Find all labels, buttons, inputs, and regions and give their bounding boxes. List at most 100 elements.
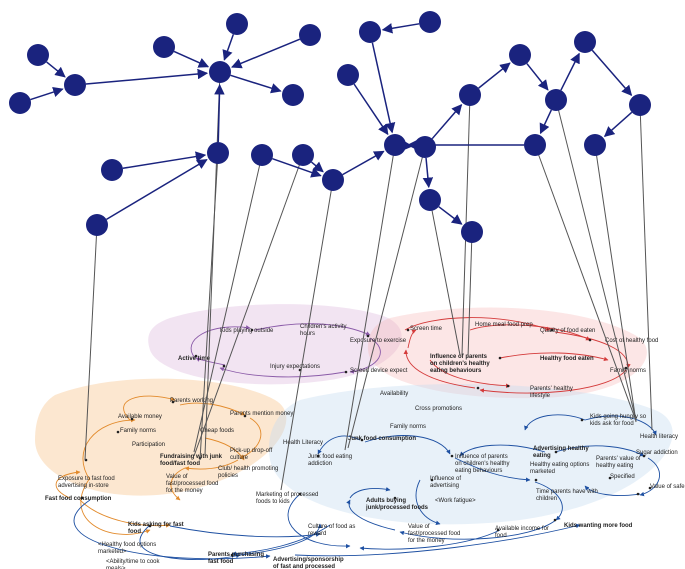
top-edge xyxy=(123,155,205,168)
top-node xyxy=(524,134,546,156)
concept-label: Home meal food prep xyxy=(475,322,533,328)
concept-label: Influence ofadvertising xyxy=(430,476,461,489)
top-edge xyxy=(383,24,419,30)
concept-label: Exposure to exercise xyxy=(350,338,407,344)
concept-label: Specified xyxy=(610,474,635,480)
concept-label: Sugar addiction xyxy=(636,450,678,456)
concept-label: Exposure to fast foodadvertising in-stor… xyxy=(58,476,115,489)
top-edge xyxy=(592,50,631,95)
concept-label: <Healthy food optionsmarketed> xyxy=(98,542,156,555)
concept-label: Quality of food eaten xyxy=(540,328,595,334)
concept-label: Club/ health promotingpolicies xyxy=(218,466,278,479)
concept-label: <Work fatigue> xyxy=(435,498,476,504)
top-edge xyxy=(224,34,233,59)
concept-label: Cost of healthy food xyxy=(605,338,658,344)
concept-label: Injury expectations xyxy=(270,364,320,370)
concept-dot xyxy=(535,479,538,482)
concept-dot xyxy=(407,329,410,332)
concept-dot xyxy=(367,335,370,338)
top-edge xyxy=(343,151,384,174)
top-node xyxy=(27,44,49,66)
base-arrow xyxy=(170,526,320,537)
top-node xyxy=(226,13,248,35)
top-edge xyxy=(230,75,280,91)
top-node xyxy=(545,89,567,111)
top-edge xyxy=(439,207,462,224)
top-node xyxy=(461,221,483,243)
concept-dot xyxy=(451,455,454,458)
concept-label: Health literacy xyxy=(640,434,678,440)
top-node xyxy=(414,136,436,158)
concept-label: Kids wanting more food xyxy=(564,523,633,529)
concept-label: Family norms xyxy=(120,428,156,434)
top-node xyxy=(101,159,123,181)
top-node xyxy=(153,36,175,58)
top-node xyxy=(359,21,381,43)
concept-label: Value of safe food xyxy=(650,484,685,490)
top-edge xyxy=(47,62,65,77)
top-node xyxy=(209,61,231,83)
concept-dot xyxy=(589,339,592,342)
top-edge xyxy=(232,39,300,67)
top-node xyxy=(459,84,481,106)
top-node xyxy=(86,214,108,236)
concept-label: Kids asking for fastfood xyxy=(128,522,184,535)
top-edge xyxy=(561,54,579,91)
concept-label: Parents mention money xyxy=(230,411,293,417)
top-edge xyxy=(432,105,461,139)
concept-dot xyxy=(345,371,348,374)
top-node xyxy=(9,92,31,114)
concept-dot xyxy=(223,365,226,368)
top-edge xyxy=(426,158,429,187)
top-node xyxy=(292,144,314,166)
top-edge xyxy=(540,110,551,133)
top-edge xyxy=(479,63,510,88)
top-node xyxy=(419,11,441,33)
concept-label: Screen time xyxy=(410,326,443,332)
top-edge xyxy=(605,112,632,136)
concept-dot xyxy=(554,519,557,522)
concept-dot xyxy=(507,385,510,388)
top-node xyxy=(629,94,651,116)
layer-connector xyxy=(640,105,652,430)
top-edge xyxy=(527,64,548,90)
top-edge xyxy=(86,73,207,84)
concept-dot xyxy=(477,387,480,390)
concept-label: Healthy food eaten xyxy=(540,356,594,362)
top-node xyxy=(574,31,596,53)
concept-dot xyxy=(581,419,584,422)
concept-label: Available money xyxy=(118,414,162,420)
concept-label: Cheap foods xyxy=(200,428,234,434)
top-node xyxy=(337,64,359,86)
top-edge xyxy=(30,89,62,100)
top-edge xyxy=(174,51,208,66)
concept-label: Culture of food asreward xyxy=(308,524,355,537)
concept-label: Family norms xyxy=(390,424,426,430)
top-node xyxy=(419,189,441,211)
top-node xyxy=(207,142,229,164)
top-node xyxy=(282,84,304,106)
concept-label: Participation xyxy=(132,442,165,448)
concept-label: Influence of parentson children's health… xyxy=(455,454,510,474)
concept-label: Value offast/processed foodfor the money xyxy=(408,524,460,544)
top-network-nodes xyxy=(9,11,651,243)
concept-dot xyxy=(117,431,120,434)
concept-label: Cross promotions xyxy=(415,406,462,412)
top-node xyxy=(64,74,86,96)
top-node xyxy=(251,144,273,166)
top-node xyxy=(584,134,606,156)
top-edge xyxy=(218,85,219,142)
top-node xyxy=(322,169,344,191)
concept-label: Junk food consumption xyxy=(348,436,416,442)
top-edge xyxy=(311,162,323,172)
concept-label: Advertising/sponsorshipof fast and proce… xyxy=(273,557,344,569)
network-diagram: Fast food consumption Exposure to fast fo… xyxy=(0,0,685,569)
top-edge xyxy=(372,43,392,133)
concept-label: Fast food consumption xyxy=(45,496,112,502)
concept-label: <Ability/time to cookmeals> xyxy=(106,559,161,569)
top-node xyxy=(299,24,321,46)
concept-label: Availability xyxy=(380,391,408,397)
concept-label: Kids playing outside xyxy=(220,328,274,334)
concept-dot xyxy=(637,493,640,496)
top-node xyxy=(384,134,406,156)
